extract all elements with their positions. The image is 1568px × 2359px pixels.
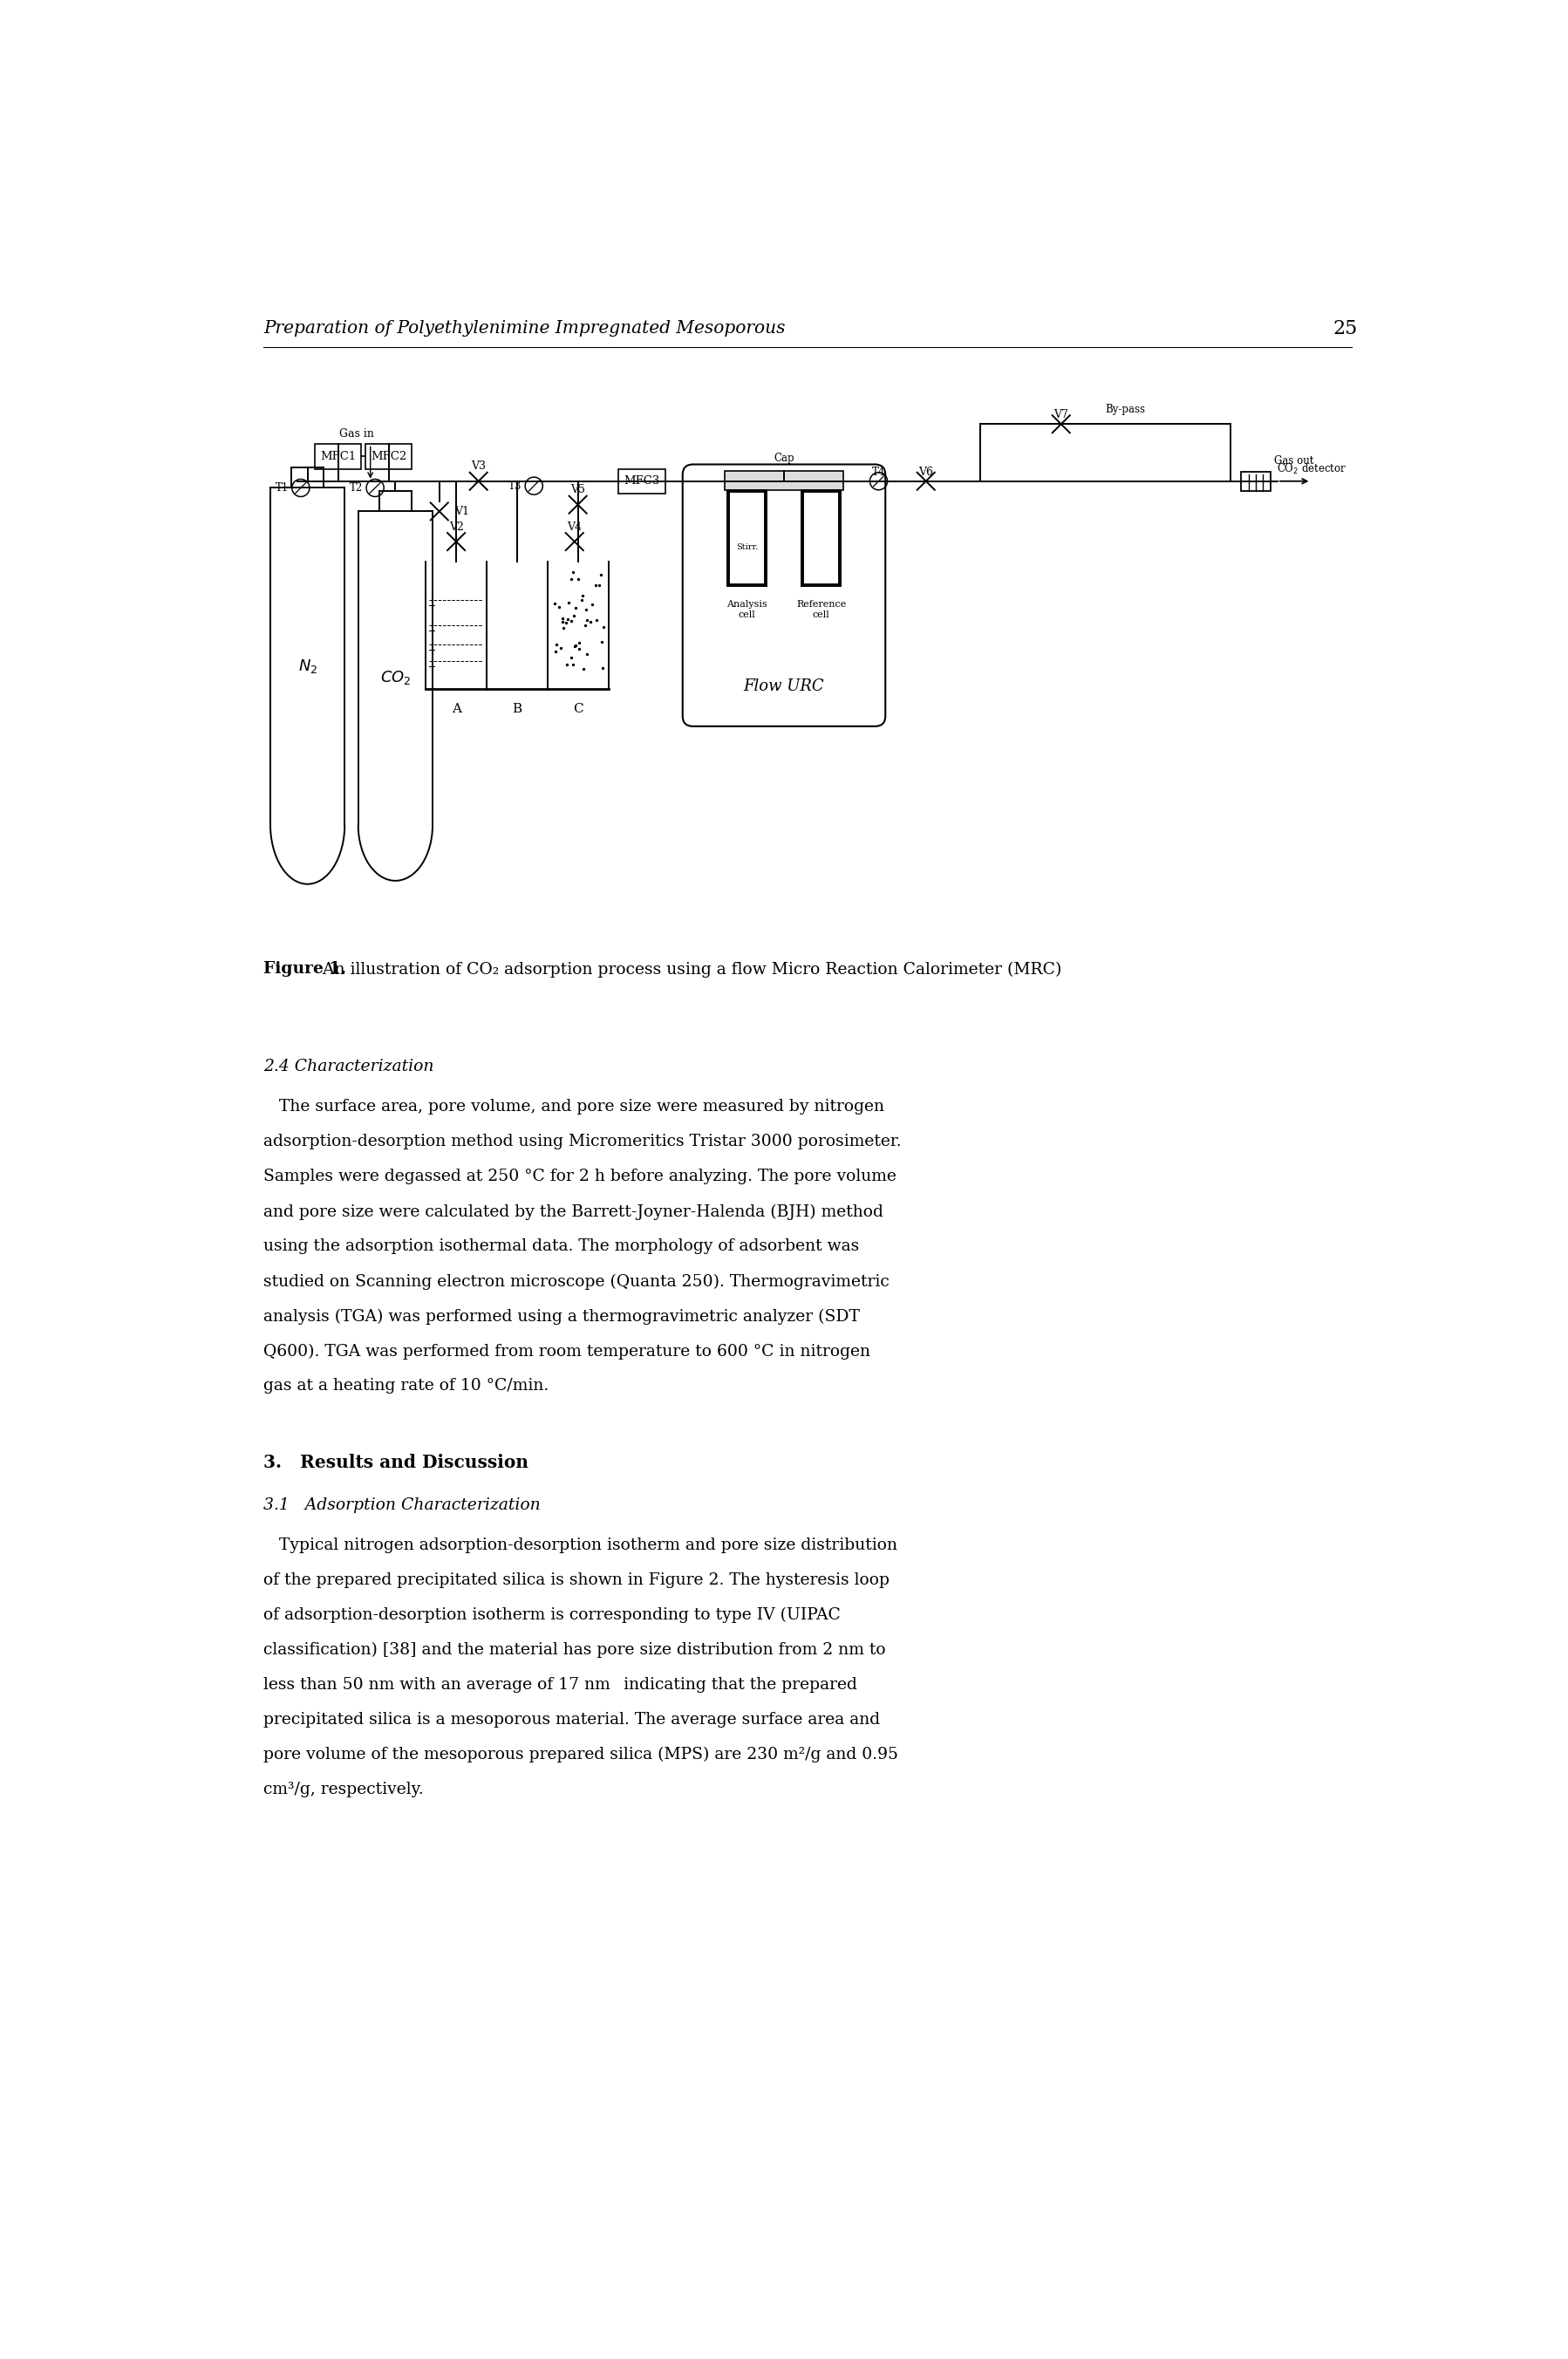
Text: V3: V3 bbox=[470, 460, 486, 472]
Text: and pore size were calculated by the Barrett-Joyner-Halenda (BJH) method: and pore size were calculated by the Bar… bbox=[263, 1203, 883, 1220]
Text: Typical nitrogen adsorption-desorption isotherm and pore size distribution: Typical nitrogen adsorption-desorption i… bbox=[263, 1538, 897, 1552]
Text: Stirr.: Stirr. bbox=[735, 543, 757, 552]
Text: By-pass: By-pass bbox=[1105, 403, 1145, 415]
Text: 3.   Results and Discussion: 3. Results and Discussion bbox=[263, 1453, 528, 1472]
Text: 2.4 Characterization: 2.4 Characterization bbox=[263, 1059, 434, 1073]
Text: $CO_2$: $CO_2$ bbox=[379, 670, 411, 686]
Text: T3: T3 bbox=[508, 481, 522, 491]
Text: MFC2: MFC2 bbox=[370, 451, 406, 462]
Text: V2: V2 bbox=[448, 521, 464, 533]
Text: CO$_2$ detector: CO$_2$ detector bbox=[1276, 462, 1347, 477]
Text: T2: T2 bbox=[350, 481, 362, 493]
Text: pore volume of the mesoporous prepared silica (MPS) are 230 m²/g and 0.95: pore volume of the mesoporous prepared s… bbox=[263, 1748, 898, 1762]
Text: C: C bbox=[572, 703, 583, 715]
Text: B: B bbox=[513, 703, 522, 715]
Text: 3.1   Adsorption Characterization: 3.1 Adsorption Characterization bbox=[263, 1498, 541, 1512]
Text: studied on Scanning electron microscope (Quanta 250). Thermogravimetric: studied on Scanning electron microscope … bbox=[263, 1274, 889, 1290]
Text: Analysis
cell: Analysis cell bbox=[726, 599, 767, 618]
Text: V1: V1 bbox=[455, 505, 469, 517]
Text: V7: V7 bbox=[1054, 410, 1068, 420]
Text: V6: V6 bbox=[919, 467, 933, 479]
Text: The surface area, pore volume, and pore size were measured by nitrogen: The surface area, pore volume, and pore … bbox=[263, 1099, 884, 1116]
Text: T4: T4 bbox=[872, 467, 886, 479]
Text: less than 50 nm with an average of 17 nm  indicating that the prepared: less than 50 nm with an average of 17 nm… bbox=[263, 1677, 858, 1694]
Text: cm³/g, respectively.: cm³/g, respectively. bbox=[263, 1781, 423, 1798]
Text: adsorption-desorption method using Micromeritics Tristar 3000 porosimeter.: adsorption-desorption method using Micro… bbox=[263, 1135, 902, 1149]
FancyBboxPatch shape bbox=[724, 472, 844, 491]
Text: of the prepared precipitated silica is shown in Figure 2. The hysteresis loop: of the prepared precipitated silica is s… bbox=[263, 1573, 889, 1588]
Text: Samples were degassed at 250 °C for 2 h before analyzing. The pore volume: Samples were degassed at 250 °C for 2 h … bbox=[263, 1168, 897, 1184]
Text: gas at a heating rate of 10 °C/min.: gas at a heating rate of 10 °C/min. bbox=[263, 1378, 549, 1394]
Text: Cap: Cap bbox=[773, 453, 795, 465]
Text: V5: V5 bbox=[571, 484, 585, 495]
Text: An illustration of CO₂ adsorption process using a flow Micro Reaction Calorimete: An illustration of CO₂ adsorption proces… bbox=[318, 962, 1062, 977]
Text: analysis (TGA) was performed using a thermogravimetric analyzer (SDT: analysis (TGA) was performed using a the… bbox=[263, 1309, 859, 1323]
Text: T1: T1 bbox=[276, 481, 289, 493]
Text: precipitated silica is a mesoporous material. The average surface area and: precipitated silica is a mesoporous mate… bbox=[263, 1713, 880, 1727]
Text: Figure 1.: Figure 1. bbox=[263, 962, 347, 977]
Text: Gas out: Gas out bbox=[1275, 455, 1314, 467]
Text: Q600). TGA was performed from room temperature to 600 °C in nitrogen: Q600). TGA was performed from room tempe… bbox=[263, 1342, 870, 1359]
Text: classification) [38] and the material has pore size distribution from 2 nm to: classification) [38] and the material ha… bbox=[263, 1642, 886, 1658]
Text: Preparation of Polyethylenimine Impregnated Mesoporous: Preparation of Polyethylenimine Impregna… bbox=[263, 321, 786, 337]
Text: Flow URC: Flow URC bbox=[743, 677, 825, 694]
Text: V4: V4 bbox=[568, 521, 582, 533]
Text: of adsorption-desorption isotherm is corresponding to type IV (UIPAC: of adsorption-desorption isotherm is cor… bbox=[263, 1606, 840, 1623]
Text: A: A bbox=[452, 703, 461, 715]
Text: Gas in: Gas in bbox=[339, 429, 375, 439]
Text: MFC3: MFC3 bbox=[624, 477, 660, 486]
Text: using the adsorption isothermal data. The morphology of adsorbent was: using the adsorption isothermal data. Th… bbox=[263, 1238, 859, 1255]
Text: 25: 25 bbox=[1333, 318, 1358, 337]
Text: MFC1: MFC1 bbox=[320, 451, 356, 462]
Text: $N_2$: $N_2$ bbox=[298, 658, 317, 675]
Text: Reference
cell: Reference cell bbox=[797, 599, 847, 618]
